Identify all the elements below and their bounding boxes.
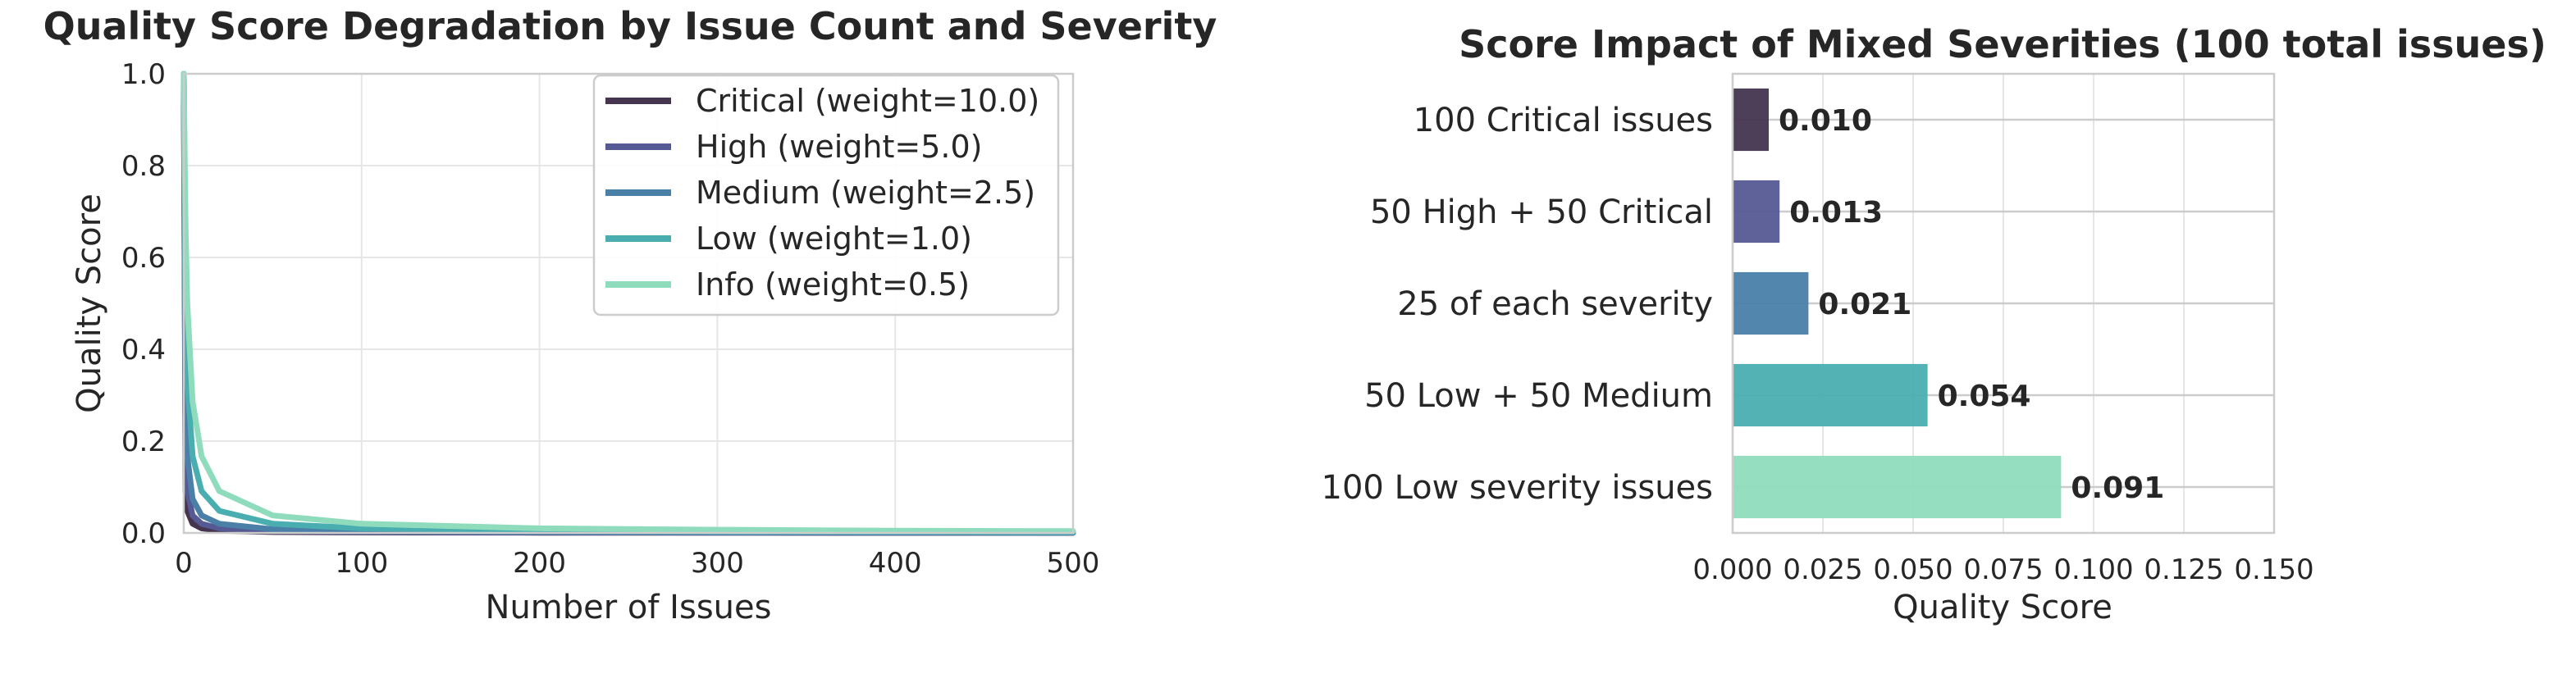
line-chart-x-ticks: 0 100 200 300 400 500	[175, 547, 1099, 580]
bar-chart-frame	[1731, 72, 2276, 535]
line-chart-title: Quality Score Degradation by Issue Count…	[43, 4, 1217, 48]
category-label: 50 Low + 50 Medium	[1364, 377, 1713, 415]
legend-entry-label: Critical (weight=10.0)	[696, 83, 1039, 119]
bar-chart-category-labels: 100 Critical issues 50 High + 50 Critical…	[1322, 102, 1714, 507]
bar-chart-bars	[1733, 88, 2062, 519]
line-chart-y-ticks: 0.0 0.2 0.4 0.6 0.8 1.0	[121, 58, 166, 550]
bar-chart: Score Impact of Mixed Severities (100 to…	[1322, 22, 2546, 626]
y-tick-label: 0.4	[121, 334, 166, 366]
category-label: 25 of each severity	[1397, 285, 1713, 323]
x-tick-label: 500	[1047, 547, 1100, 580]
category-label: 100 Critical issues	[1414, 102, 1713, 139]
x-tick-label: 0.100	[2053, 553, 2133, 586]
legend-entry-label: Low (weight=1.0)	[696, 221, 972, 257]
category-label: 50 High + 50 Critical	[1370, 193, 1713, 231]
y-tick-label: 0.8	[121, 150, 166, 183]
bar-value-label: 0.091	[2071, 471, 2164, 505]
line-chart-frame	[182, 72, 1075, 535]
bar-chart-x-ticks: 0.000 0.025 0.050 0.075 0.100 0.125 0.150	[1692, 553, 2313, 586]
legend-entry-label: Medium (weight=2.5)	[696, 175, 1035, 211]
category-label: 100 Low severity issues	[1322, 469, 1714, 507]
x-tick-label: 0.075	[1963, 553, 2043, 586]
legend-entry-label: High (weight=5.0)	[696, 129, 982, 165]
x-tick-label: 0.050	[1873, 553, 1953, 586]
legend-frame	[592, 74, 1060, 316]
line-chart-legend: Critical (weight=10.0) High (weight=5.0) M…	[592, 74, 1060, 316]
x-tick-label: 0.125	[2144, 553, 2223, 586]
x-tick-label: 0.150	[2234, 553, 2313, 586]
series-line	[180, 71, 1076, 535]
y-tick-label: 1.0	[121, 58, 166, 91]
bar-value-label: 0.013	[1789, 196, 1883, 230]
y-tick-label: 0.6	[121, 242, 166, 275]
x-tick-label: 400	[869, 547, 922, 580]
legend-entry-label: Info (weight=0.5)	[696, 266, 970, 303]
x-tick-label: 0.025	[1783, 553, 1862, 586]
line-chart-x-label: Number of Issues	[486, 589, 772, 626]
line-chart-y-label: Quality Score	[71, 193, 108, 413]
x-tick-label: 100	[335, 547, 388, 580]
bar	[1733, 363, 1928, 427]
bar-value-label: 0.021	[1818, 288, 1911, 321]
x-tick-label: 0.000	[1692, 553, 1772, 586]
bar	[1733, 271, 1809, 335]
bar-value-label: 0.054	[1938, 380, 2031, 413]
line-chart: Quality Score Degradation by Issue Count…	[43, 4, 1217, 626]
x-tick-label: 300	[691, 547, 744, 580]
x-tick-label: 0	[175, 547, 193, 580]
bar	[1733, 455, 2062, 519]
bar-chart-title: Score Impact of Mixed Severities (100 to…	[1459, 22, 2546, 66]
y-tick-label: 0.2	[121, 426, 166, 458]
bar	[1733, 180, 1780, 244]
bar-chart-value-labels: 0.010 0.013 0.021 0.054 0.091	[1779, 104, 2164, 505]
bar-chart-x-label: Quality Score	[1893, 589, 2112, 626]
bar-value-label: 0.010	[1779, 104, 1872, 138]
y-tick-label: 0.0	[121, 517, 166, 550]
x-tick-label: 200	[513, 547, 566, 580]
bar	[1733, 88, 1769, 152]
